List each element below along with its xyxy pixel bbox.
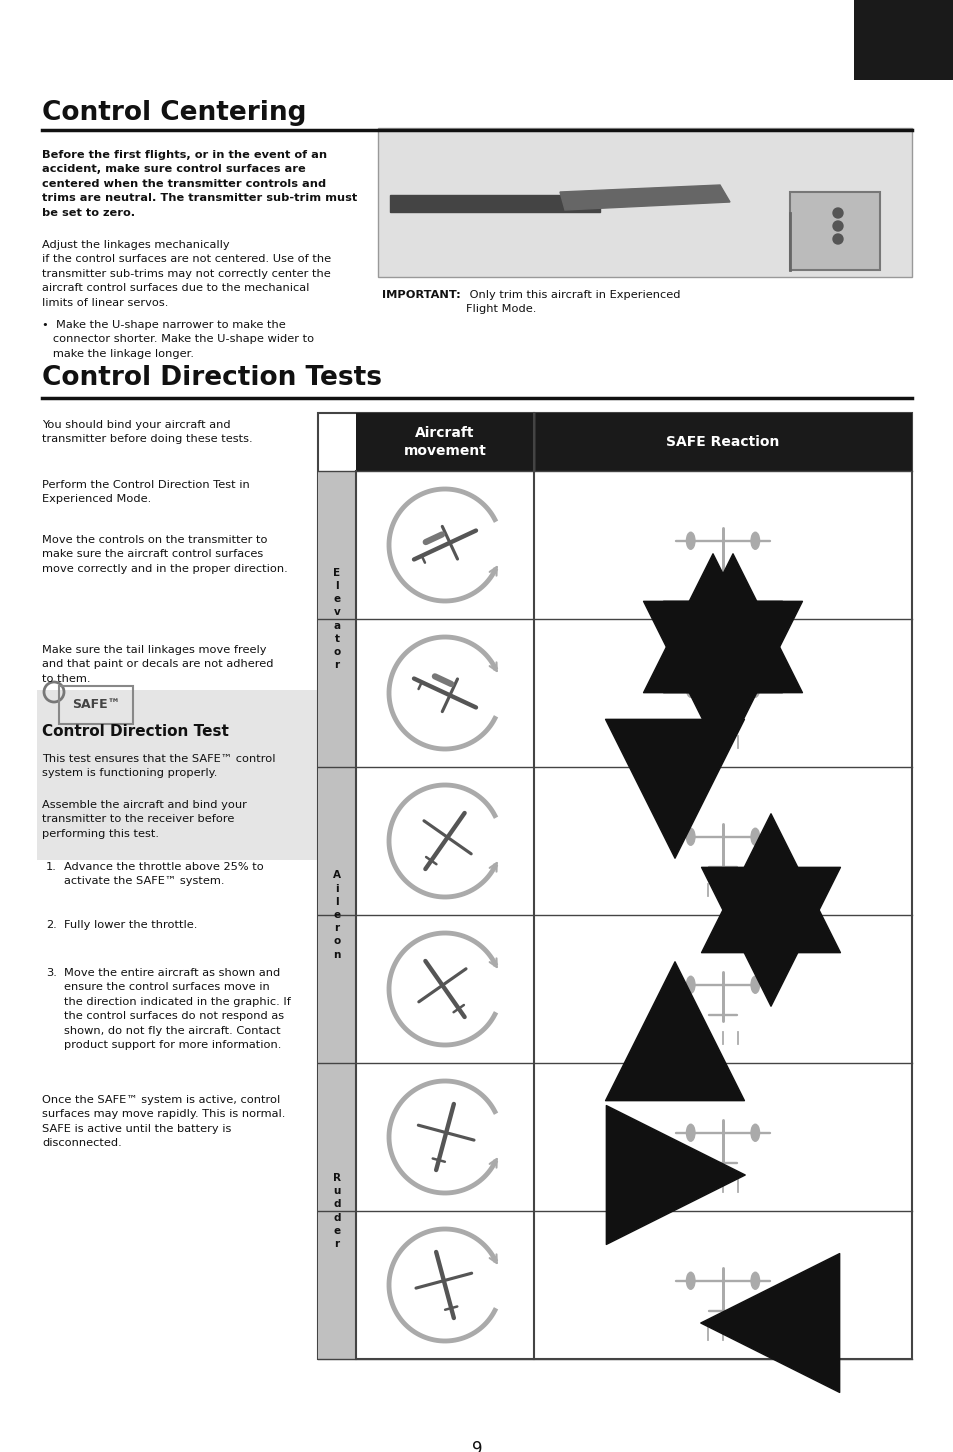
Ellipse shape — [686, 680, 694, 697]
Text: 1.: 1. — [46, 862, 57, 873]
Text: 2.: 2. — [46, 921, 56, 929]
Text: E
l
e
v
a
t
o
r: E l e v a t o r — [333, 568, 340, 671]
Bar — [853, 0, 953, 80]
Text: Control Centering: Control Centering — [42, 100, 306, 126]
Text: Once the SAFE™ system is active, control
surfaces may move rapidly. This is norm: Once the SAFE™ system is active, control… — [42, 1095, 285, 1149]
Bar — [355, 412, 911, 470]
Ellipse shape — [686, 533, 694, 549]
Text: 9: 9 — [471, 1440, 482, 1452]
Text: IMPORTANT:: IMPORTANT: — [381, 290, 460, 301]
Text: Control Direction Test: Control Direction Test — [42, 725, 229, 739]
Text: Advance the throttle above 25% to
activate the SAFE™ system.: Advance the throttle above 25% to activa… — [64, 862, 263, 886]
Text: Perform the Control Direction Test in
Experienced Mode.: Perform the Control Direction Test in Ex… — [42, 481, 250, 504]
Text: 3.: 3. — [46, 968, 57, 979]
Ellipse shape — [750, 680, 759, 697]
Bar — [317, 767, 355, 1063]
Bar — [317, 470, 355, 767]
Text: Adjust the linkages mechanically
if the control surfaces are not centered. Use o: Adjust the linkages mechanically if the … — [42, 240, 331, 308]
Text: Fully lower the throttle.: Fully lower the throttle. — [64, 921, 197, 929]
Circle shape — [832, 234, 842, 244]
Text: A
i
l
e
r
o
n: A i l e r o n — [333, 870, 340, 960]
Circle shape — [832, 208, 842, 218]
Ellipse shape — [686, 1272, 694, 1289]
Text: Make sure the tail linkages move freely
and that paint or decals are not adhered: Make sure the tail linkages move freely … — [42, 645, 274, 684]
Text: R
u
d
d
e
r: R u d d e r — [333, 1173, 340, 1249]
Ellipse shape — [686, 1124, 694, 1141]
Ellipse shape — [750, 976, 759, 993]
Bar — [317, 1063, 355, 1359]
Ellipse shape — [686, 976, 694, 993]
Text: You should bind your aircraft and
transmitter before doing these tests.: You should bind your aircraft and transm… — [42, 420, 253, 444]
Text: SAFE™: SAFE™ — [71, 698, 120, 711]
Ellipse shape — [750, 828, 759, 845]
Text: Before the first flights, or in the event of an
accident, make sure control surf: Before the first flights, or in the even… — [42, 150, 356, 218]
Text: Move the controls on the transmitter to
make sure the aircraft control surfaces
: Move the controls on the transmitter to … — [42, 534, 288, 574]
Text: Control Direction Tests: Control Direction Tests — [42, 364, 381, 391]
Polygon shape — [559, 184, 729, 211]
FancyBboxPatch shape — [377, 128, 911, 277]
Text: EN: EN — [889, 30, 917, 49]
Text: Move the entire aircraft as shown and
ensure the control surfaces move in
the di: Move the entire aircraft as shown and en… — [64, 968, 291, 1050]
Bar — [789, 192, 879, 270]
Text: This test ensures that the SAFE™ control
system is functioning properly.: This test ensures that the SAFE™ control… — [42, 754, 275, 778]
Ellipse shape — [750, 1124, 759, 1141]
Polygon shape — [390, 195, 599, 212]
Text: SAFE Reaction: SAFE Reaction — [665, 436, 779, 449]
Circle shape — [832, 221, 842, 231]
Ellipse shape — [686, 828, 694, 845]
Ellipse shape — [750, 533, 759, 549]
Text: •  Make the U-shape narrower to make the
   connector shorter. Make the U-shape : • Make the U-shape narrower to make the … — [42, 319, 314, 359]
Text: Only trim this aircraft in Experienced
Flight Mode.: Only trim this aircraft in Experienced F… — [465, 290, 679, 315]
FancyBboxPatch shape — [37, 690, 335, 860]
Text: Assemble the aircraft and bind your
transmitter to the receiver before
performin: Assemble the aircraft and bind your tran… — [42, 800, 247, 839]
Ellipse shape — [750, 1272, 759, 1289]
Text: Aircraft
movement: Aircraft movement — [403, 427, 486, 457]
Bar — [317, 412, 911, 1359]
